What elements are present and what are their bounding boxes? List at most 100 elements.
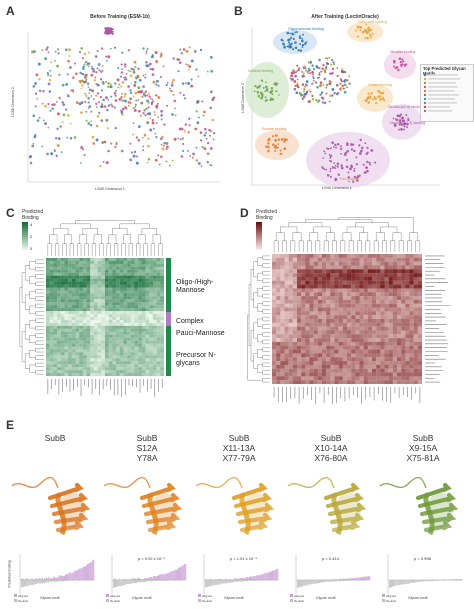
- panel-b-title: After Training (LectinOracle): [311, 14, 379, 20]
- panel-letter-e: E: [6, 418, 15, 432]
- panel-a-ylabel: t-SNE Dimension 2: [10, 87, 15, 117]
- panel-c-legend-title: Predicted Binding: [22, 209, 44, 221]
- variant-title-line1: SubB: [44, 433, 66, 443]
- panel-d-colorbar: [256, 222, 262, 250]
- colorbar-c-tick-2: 2: [30, 234, 33, 239]
- cluster-label: Neu5Ac(a2-6) binding: [388, 105, 423, 109]
- cluster-label: Sulfate binding: [368, 83, 392, 87]
- panel-b-xlabel: t-SNE Dimension 1: [322, 186, 352, 190]
- legend-entry: Neutral: [14, 598, 28, 604]
- cluster-label: Oligomannose binding: [288, 27, 324, 31]
- cluster-label: Fuc binding: [340, 177, 359, 181]
- panel-a-tsne-plot: [27, 27, 220, 183]
- variant-title-line2: X11-13A: [222, 443, 256, 453]
- binding-bar-chart: [111, 554, 187, 594]
- variant-title-line3: X76-80A: [314, 453, 348, 463]
- panel-letter-c: C: [6, 206, 15, 220]
- protein-structure: [103, 477, 183, 536]
- p-value: p = 0.414: [322, 556, 339, 561]
- panel-a-points: [29, 27, 216, 168]
- p-value: p = 0.998: [414, 556, 431, 561]
- bar-legend: Aligned Neutral: [198, 594, 212, 603]
- binding-bar-chart: [203, 554, 279, 594]
- cluster-label: Sialic acid binding: [358, 20, 387, 24]
- variant-title-line2: X9-15A: [408, 443, 438, 453]
- bar-legend: Aligned Neutral: [14, 594, 28, 603]
- panel-d-col-labels: [273, 387, 421, 405]
- panel-b-legend: Top Predicted Glycan Motifs: [420, 64, 474, 122]
- variant-title-line3: Y78A: [136, 453, 158, 463]
- cluster-label: Neu5Ac binding: [390, 50, 415, 54]
- binding-bar-chart: [19, 554, 95, 594]
- panel-c-dendrogram-left: [19, 259, 44, 375]
- bar-legend: Aligned Neutral: [290, 594, 304, 603]
- variant-title-line3: X75-81A: [406, 453, 440, 463]
- panel-d-row-labels: [425, 255, 451, 383]
- variant-column: SubB X10-14A X76-80A p = 0.414 Glycan motif A…: [286, 428, 376, 606]
- cluster-label: GalNAc binding: [248, 69, 273, 73]
- legend-entry: Aligned: [290, 594, 304, 599]
- bar-ylabel: Predicted binding: [7, 560, 12, 588]
- legend-entry: Aligned: [198, 594, 212, 599]
- bar-legend: Aligned Neutral: [382, 594, 396, 603]
- panel-a-xlabel: t-SNE Dimension 1: [95, 187, 125, 191]
- legend-entry: Neutral: [106, 598, 120, 604]
- panel-c-group-bar: [166, 258, 171, 376]
- protein-structure: [195, 477, 275, 536]
- legend-entry: Neutral: [290, 598, 304, 604]
- legend-entry: Neutral: [198, 598, 212, 604]
- panel-letter-a: A: [6, 4, 15, 18]
- variant-title-line1: SubB: [136, 433, 158, 443]
- colorbar-c-tick-4: 4: [30, 222, 33, 227]
- variant-column: SubB S12A Y78A p = 9.92 x 10⁻⁶ Glycan motif A…: [102, 428, 192, 606]
- p-value: p = 1.01 x 10⁻⁴: [230, 556, 258, 561]
- variant-title-line2: S12A: [136, 443, 158, 453]
- cluster-label: Fucose binding: [262, 127, 286, 131]
- legend-entry: Aligned: [106, 594, 120, 599]
- protein-structure: [379, 477, 459, 536]
- group-label-precursor: Precursor N-glycans: [176, 352, 216, 367]
- panel-c-col-labels: [47, 379, 163, 397]
- panel-d-legend-title: Predicted Binding: [256, 209, 278, 221]
- binding-bar-chart: [387, 554, 463, 594]
- protein-structure: [287, 477, 367, 536]
- panel-c-heatmap: [46, 258, 164, 376]
- panel-c-colorbar: [22, 222, 28, 250]
- legend-entry: Aligned: [14, 594, 28, 599]
- panel-a-title: Before Training (ESM-1b): [90, 14, 150, 20]
- bar-xlabel: Glycan motif: [408, 596, 428, 600]
- panel-b-legend-title: Top Predicted Glycan Motifs: [423, 66, 466, 76]
- legend-entry: Aligned: [382, 594, 396, 599]
- group-label-oligo: Oligo-/High-Mannose: [176, 279, 214, 294]
- bar-xlabel: Glycan motif: [316, 596, 336, 600]
- panel-b-ylabel: t-SNE Dimension 2: [240, 83, 245, 113]
- variant-column: SubB Glycan motif Aligned Neutral: [10, 428, 100, 606]
- variant-title-line3: X77-79A: [222, 453, 256, 463]
- panel-b-points: [253, 23, 410, 183]
- group-label-complex: Complex: [176, 318, 204, 325]
- panel-letter-d: D: [240, 206, 249, 220]
- variant-title-line1: SubB: [320, 433, 342, 443]
- protein-structure: [11, 477, 91, 536]
- panel-b-tsne-plot: Oligomannose binding Sialic acid binding G…: [245, 20, 440, 188]
- group-label-pauci: Pauci-Mannose: [176, 330, 225, 337]
- bar-xlabel: Glycan motif: [132, 596, 152, 600]
- bar-xlabel: Glycan motif: [224, 596, 244, 600]
- panel-d-heatmap: [272, 254, 422, 384]
- variant-column: SubB X11-13A X77-79A p = 1.01 x 10⁻⁴ Glycan …: [194, 428, 284, 606]
- variant-title-line1: SubB: [412, 433, 434, 443]
- panel-d-dendrogram-top: [273, 217, 421, 252]
- variant-title-line1: SubB: [228, 433, 250, 443]
- cluster-label: Neu5Ac(a2-3) binding: [390, 121, 425, 125]
- colorbar-c-tick-0: 0: [30, 246, 33, 251]
- variant-column: SubB X9-15A X75-81A p = 0.998 Glycan motif Al…: [378, 428, 468, 606]
- legend-entry: Neutral: [382, 598, 396, 604]
- panel-c-dendrogram-top: [47, 220, 163, 256]
- variant-title-line2: X10-14A: [314, 443, 348, 453]
- binding-bar-chart: [295, 554, 371, 594]
- bar-legend: Aligned Neutral: [106, 594, 120, 603]
- bar-xlabel: Glycan motif: [40, 596, 60, 600]
- p-value: p = 9.92 x 10⁻⁶: [138, 556, 165, 561]
- panel-letter-b: B: [234, 4, 243, 18]
- panel-d-dendrogram-left: [247, 255, 270, 383]
